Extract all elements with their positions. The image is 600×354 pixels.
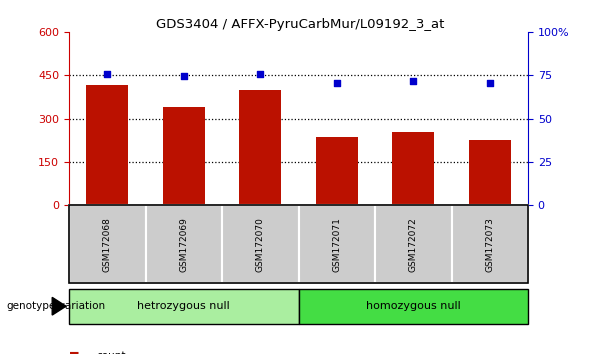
Point [256,72,265,77]
Bar [222,205,299,283]
Bar [163,107,205,205]
Point [485,80,494,86]
Bar [469,140,511,205]
Bar [69,205,146,283]
Bar [299,289,528,324]
Point [332,80,341,86]
Polygon shape [52,297,66,315]
Text: count: count [96,351,125,354]
Bar [86,85,128,205]
Point [179,73,188,79]
Point [409,79,418,84]
Bar [392,132,434,205]
Text: hetrozygous null: hetrozygous null [137,301,230,311]
Text: genotype/variation: genotype/variation [6,301,105,311]
Text: GSM172071: GSM172071 [332,217,341,272]
Text: GSM172073: GSM172073 [485,217,494,272]
Bar [452,205,528,283]
Text: GSM172070: GSM172070 [256,217,265,272]
Point [103,72,112,77]
Bar [316,137,358,205]
Text: ■: ■ [69,351,79,354]
Bar [239,90,281,205]
Bar [375,205,452,283]
Bar [146,205,222,283]
Bar [69,289,299,324]
Text: GSM172068: GSM172068 [103,217,112,272]
Text: GDS3404 / AFFX-PyruCarbMur/L09192_3_at: GDS3404 / AFFX-PyruCarbMur/L09192_3_at [156,18,444,31]
Bar [299,205,375,283]
Text: GSM172072: GSM172072 [409,217,418,272]
Text: homozygous null: homozygous null [366,301,461,311]
Text: GSM172069: GSM172069 [179,217,188,272]
